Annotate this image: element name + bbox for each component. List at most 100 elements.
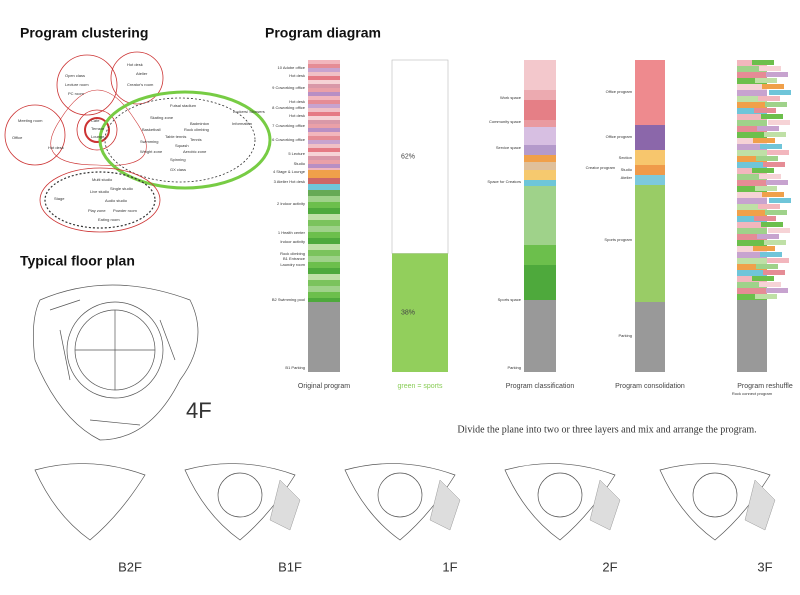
split-label: 62% xyxy=(401,154,415,161)
bubble-label: Information xyxy=(232,121,252,126)
stripe xyxy=(308,208,340,214)
column-label: 5 Lecture xyxy=(288,151,305,156)
column-label: Service space xyxy=(496,145,522,150)
stripe xyxy=(754,216,776,221)
segment xyxy=(635,150,665,165)
stripe xyxy=(737,252,767,258)
split-label: 38% xyxy=(401,310,415,317)
floor-core xyxy=(692,472,738,518)
stripe xyxy=(737,192,767,198)
column-label: Sports program xyxy=(604,237,632,242)
floor-plans: B2F B1F 1F 2F 3F xyxy=(34,463,776,574)
bubble-label: Badminton xyxy=(190,121,209,126)
stripe xyxy=(308,292,340,298)
bubble-label: Eating room xyxy=(98,217,120,222)
columns: 10 Adobe office Hot desk 9 Coworking offic… xyxy=(272,59,793,396)
stripe xyxy=(308,136,340,140)
stripe xyxy=(761,114,783,119)
stripe xyxy=(737,270,767,276)
stripe xyxy=(752,60,774,65)
stripe xyxy=(737,132,767,138)
column-label: 9 Coworking office xyxy=(272,85,306,90)
column-label: Studio xyxy=(621,167,633,172)
stripe xyxy=(737,180,767,186)
stripe xyxy=(737,102,767,108)
stripe xyxy=(764,132,786,137)
stripe xyxy=(737,258,767,264)
stripe xyxy=(308,68,340,72)
stripe xyxy=(308,156,340,160)
stripe xyxy=(737,90,767,96)
stripe xyxy=(308,84,340,88)
segment xyxy=(635,165,665,175)
segment xyxy=(524,180,556,186)
stripe xyxy=(737,240,767,246)
bubble-label: Stage xyxy=(54,196,65,201)
stripe xyxy=(308,72,340,76)
stripe xyxy=(752,168,774,173)
stripe xyxy=(308,268,340,274)
bubble-label: Powder room xyxy=(113,208,137,213)
bubble-label: Lockers/ Showers xyxy=(233,109,265,114)
stripe xyxy=(737,174,767,180)
stripe xyxy=(737,138,767,144)
column-caption: Original program xyxy=(298,383,350,390)
bubble-label: Futsal stadium xyxy=(170,103,197,108)
bubble-label: Weight zone xyxy=(140,149,163,154)
stripe xyxy=(759,282,781,287)
stripe xyxy=(308,76,340,80)
segment xyxy=(524,127,556,145)
stripe xyxy=(308,286,340,292)
hatch xyxy=(744,479,776,531)
hatch xyxy=(429,479,461,531)
stripe xyxy=(766,180,788,185)
floor-label: 3F xyxy=(757,559,772,574)
column-label: 1 Health center xyxy=(278,230,306,235)
stripe xyxy=(767,258,789,263)
column-label: Work space xyxy=(500,95,522,100)
stripe xyxy=(765,102,787,107)
stripe xyxy=(737,66,767,72)
column-label: B1 Parking xyxy=(285,365,305,370)
floor-label: B1F xyxy=(278,559,302,574)
column-label: 6 Coworking office xyxy=(272,137,306,142)
segment xyxy=(524,245,556,265)
stripe xyxy=(308,196,340,202)
stripe xyxy=(308,148,340,152)
column-label: Parking xyxy=(618,333,632,338)
segment xyxy=(635,185,665,302)
stripe xyxy=(737,198,767,204)
stripe xyxy=(308,202,340,208)
segment xyxy=(524,162,556,170)
stripe xyxy=(308,302,340,372)
bubble-label: Lounge xyxy=(91,134,105,139)
floor-core xyxy=(217,472,263,518)
stripe xyxy=(755,186,777,191)
column-label: Office program xyxy=(606,134,633,139)
bubble-label: Tennis xyxy=(190,137,202,142)
stripe xyxy=(737,150,767,156)
column-label: 10 Adobe office xyxy=(277,65,305,70)
stripe xyxy=(308,140,340,144)
floor-core xyxy=(537,472,583,518)
floor-outline xyxy=(504,463,616,541)
stripe xyxy=(737,162,767,168)
stripe xyxy=(737,120,767,126)
column-label: Community space xyxy=(489,119,522,124)
stripe xyxy=(308,280,340,286)
floor-outline xyxy=(184,463,296,541)
stripe xyxy=(762,84,784,89)
floor-outline xyxy=(659,463,771,541)
stripe xyxy=(308,112,340,116)
stripe xyxy=(308,104,340,108)
stripe xyxy=(308,190,340,196)
floor-label: 2F xyxy=(602,559,617,574)
column-label: B2 Swimming pool xyxy=(272,297,305,302)
stripe xyxy=(737,216,767,222)
stripe xyxy=(758,204,780,209)
stripe xyxy=(308,132,340,136)
bubble-label: Lecture room xyxy=(65,82,89,87)
stripe xyxy=(737,144,767,150)
stripe xyxy=(766,288,788,293)
